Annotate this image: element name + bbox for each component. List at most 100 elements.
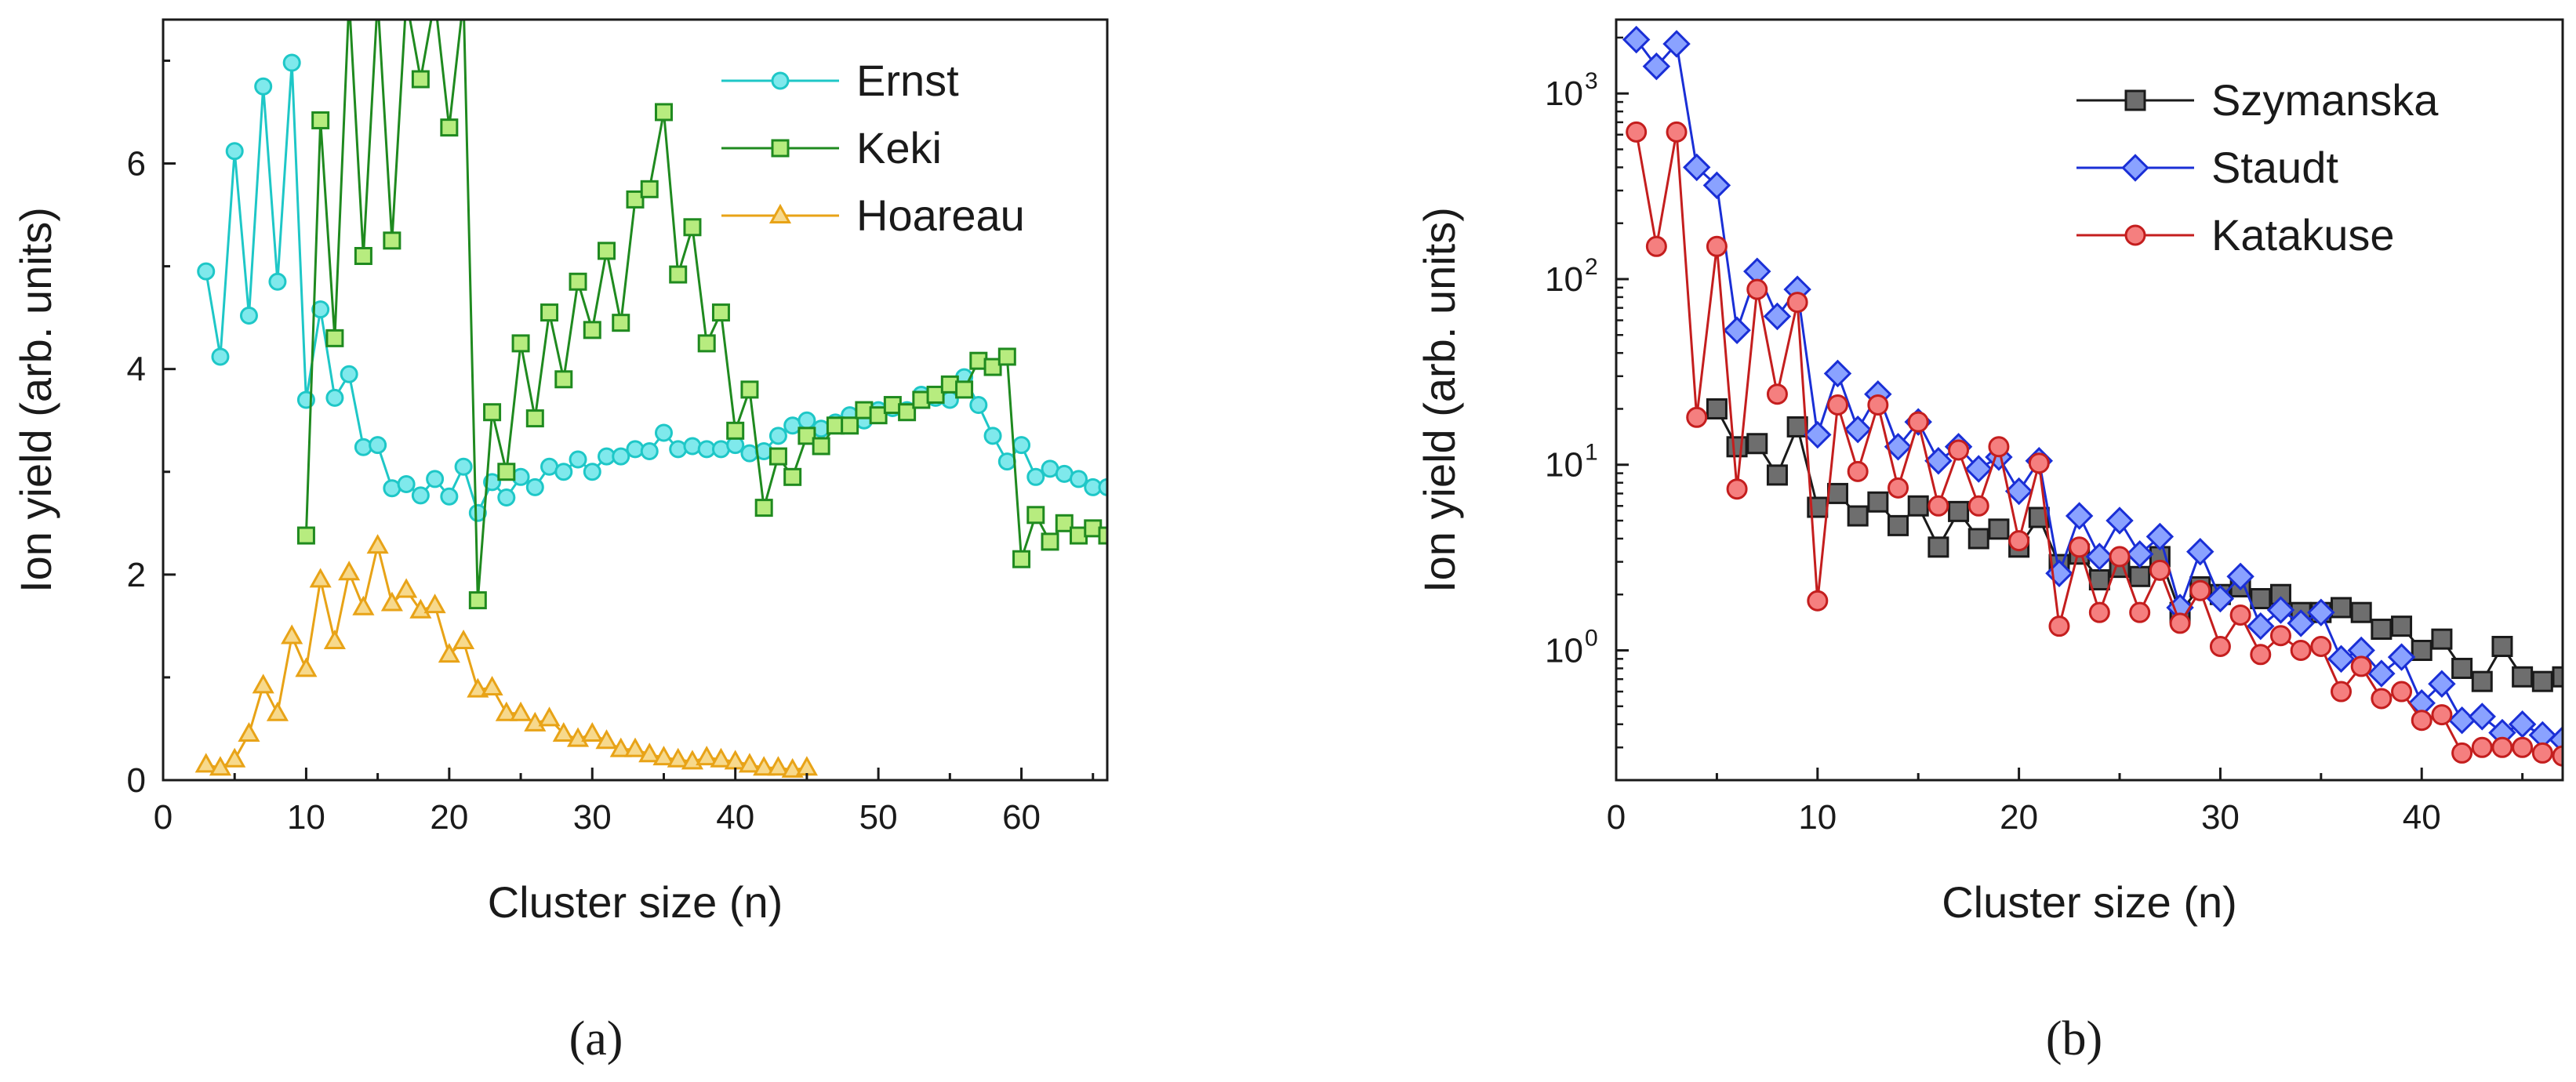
x-tick-label: 20: [2000, 798, 2038, 837]
data-point-szymanska: [2371, 619, 2393, 641]
data-point-staudt: [2327, 644, 2356, 674]
data-point-ernst: [1098, 477, 1107, 496]
data-point-katakuse: [2290, 640, 2312, 662]
data-point-szymanska: [2491, 635, 2513, 657]
data-point-ernst: [969, 396, 988, 415]
data-point-keki: [540, 303, 559, 322]
data-point-szymanska: [2350, 601, 2372, 623]
data-point-katakuse: [2391, 681, 2413, 703]
data-point-hoareau: [481, 675, 503, 696]
data-point-hoareau: [423, 594, 446, 614]
data-point-katakuse: [2552, 745, 2563, 767]
data-point-keki: [354, 246, 372, 265]
data-point-szymanska: [1967, 528, 1989, 550]
data-point-keki: [726, 421, 745, 440]
data-point-ernst: [525, 477, 544, 496]
data-point-staudt: [2226, 562, 2254, 591]
data-point-ernst: [254, 77, 273, 96]
data-point-staudt: [2287, 609, 2315, 637]
data-point-hoareau: [696, 746, 718, 766]
data-point-szymanska: [1907, 495, 1929, 517]
data-point-keki: [612, 314, 630, 332]
data-point-szymanska: [1867, 491, 1889, 513]
data-point-hoareau: [266, 701, 289, 721]
data-point-keki: [440, 118, 459, 137]
data-point-ernst: [239, 307, 258, 325]
data-point-keki: [898, 403, 917, 422]
data-point-katakuse: [2471, 736, 2493, 758]
data-point-keki: [511, 334, 530, 353]
data-point-katakuse: [1666, 121, 1688, 143]
data-point-staudt: [1662, 30, 1691, 58]
legend-label-keki: Keki: [856, 123, 942, 172]
data-point-staudt: [2085, 543, 2114, 571]
data-point-keki: [783, 467, 802, 486]
data-point-ernst: [369, 436, 387, 455]
y-tick-exponent: 1: [1585, 440, 1598, 466]
data-point-staudt: [2266, 596, 2295, 624]
data-point-keki: [483, 403, 502, 422]
legend-marker-szymanska: [2124, 89, 2146, 111]
data-point-keki: [869, 406, 888, 425]
data-point-ernst: [983, 427, 1002, 445]
data-point-katakuse: [1706, 235, 1728, 257]
data-point-ernst: [1012, 436, 1031, 455]
x-tick-label: 50: [859, 798, 898, 837]
series-line-katakuse: [1635, 132, 2563, 757]
data-point-katakuse: [2028, 452, 2050, 474]
y-tick-label: 10: [1545, 446, 1583, 485]
data-point-keki: [683, 218, 702, 237]
data-point-ernst: [282, 53, 301, 72]
data-point-katakuse: [1867, 394, 1889, 416]
data-point-keki: [812, 437, 830, 456]
data-point-ernst: [340, 365, 358, 383]
data-point-szymanska: [2431, 628, 2453, 650]
data-point-ernst: [354, 438, 372, 456]
data-point-hoareau: [710, 747, 732, 768]
data-point-keki: [598, 241, 616, 260]
legend-marker-staudt: [2121, 154, 2149, 182]
data-point-katakuse: [2129, 601, 2151, 623]
data-point-hoareau: [795, 756, 818, 776]
data-point-hoareau: [380, 591, 403, 612]
y-tick-label: 10: [1545, 260, 1583, 299]
data-point-staudt: [2428, 670, 2456, 698]
data-point-keki: [955, 380, 974, 399]
data-point-keki: [525, 409, 544, 428]
data-point-staudt: [2206, 584, 2235, 613]
x-tick-label: 30: [573, 798, 612, 837]
data-point-szymanska: [1746, 433, 1768, 455]
data-point-katakuse: [1847, 460, 1869, 482]
data-point-staudt: [1844, 415, 1872, 444]
data-point-keki: [754, 499, 773, 517]
data-point-hoareau: [538, 706, 561, 727]
data-point-staudt: [2186, 537, 2214, 566]
data-point-katakuse: [2250, 644, 2272, 666]
data-point-szymanska: [1948, 500, 1970, 522]
data-point-staudt: [2447, 706, 2476, 735]
panel-label-a: (a): [569, 1012, 623, 1066]
data-point-hoareau: [352, 595, 375, 615]
data-point-ernst: [640, 442, 659, 461]
data-point-hoareau: [667, 747, 689, 768]
x-tick-label: 0: [1607, 798, 1626, 837]
data-point-ernst: [440, 487, 459, 506]
y-tick-label: 10: [1545, 632, 1583, 670]
plot-frame: [1615, 18, 2564, 782]
panel-labels: (a) (b): [569, 1012, 2103, 1066]
data-point-hoareau: [438, 643, 460, 663]
data-point-staudt: [2105, 507, 2134, 535]
data-point-szymanska: [2512, 666, 2534, 688]
data-point-staudt: [1642, 52, 1671, 81]
data-point-katakuse: [1766, 383, 1788, 405]
data-point-staudt: [1804, 420, 1832, 449]
data-point-staudt: [2065, 502, 2094, 530]
x-tick-label: 60: [1002, 798, 1041, 837]
data-point-keki: [1012, 550, 1031, 568]
data-point-keki: [468, 591, 487, 610]
data-point-staudt: [1964, 455, 1993, 483]
data-point-katakuse: [1726, 478, 1748, 500]
legend-label-katakuse: Katakuse: [2211, 210, 2395, 260]
data-point-katakuse: [2371, 688, 2393, 710]
